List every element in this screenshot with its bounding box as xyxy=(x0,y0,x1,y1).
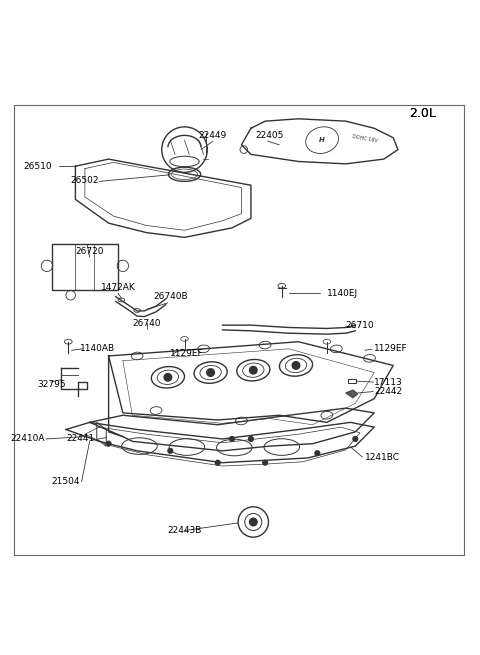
Text: H: H xyxy=(319,137,325,143)
Text: 26502: 26502 xyxy=(71,176,99,185)
Text: 22442: 22442 xyxy=(374,387,402,396)
Polygon shape xyxy=(346,390,358,398)
Text: 1140AB: 1140AB xyxy=(80,345,115,353)
Text: 1140EJ: 1140EJ xyxy=(327,289,358,298)
Text: 17113: 17113 xyxy=(374,377,403,386)
Circle shape xyxy=(292,362,300,369)
Circle shape xyxy=(164,373,172,381)
Text: 32795: 32795 xyxy=(37,380,66,389)
Text: 26740B: 26740B xyxy=(153,292,188,301)
Text: 26740: 26740 xyxy=(132,318,161,328)
Circle shape xyxy=(106,441,111,446)
Circle shape xyxy=(249,437,253,441)
Bar xyxy=(52,244,118,290)
Bar xyxy=(348,379,356,383)
Text: 26510: 26510 xyxy=(23,162,52,171)
Text: 22410A: 22410A xyxy=(10,434,45,443)
Circle shape xyxy=(168,449,173,453)
Circle shape xyxy=(250,518,257,526)
Circle shape xyxy=(250,366,257,374)
Circle shape xyxy=(353,437,358,441)
Text: 2.0L: 2.0L xyxy=(409,107,436,120)
Text: 22449: 22449 xyxy=(199,131,227,140)
Text: 21504: 21504 xyxy=(52,477,80,486)
Text: DOHC 16V: DOHC 16V xyxy=(352,134,378,144)
Circle shape xyxy=(229,437,234,441)
Text: 1129EF: 1129EF xyxy=(374,345,408,353)
Text: 22441: 22441 xyxy=(66,434,95,443)
Circle shape xyxy=(216,460,220,465)
Text: 22405: 22405 xyxy=(256,131,284,140)
Text: 1472AK: 1472AK xyxy=(101,283,135,292)
Text: 1129EF: 1129EF xyxy=(170,349,204,358)
Circle shape xyxy=(315,451,320,456)
Text: 26710: 26710 xyxy=(346,321,374,329)
Circle shape xyxy=(207,369,215,377)
Text: 26720: 26720 xyxy=(75,248,104,256)
Text: 22443B: 22443B xyxy=(168,526,202,535)
Circle shape xyxy=(263,460,267,465)
Text: 2.0L: 2.0L xyxy=(409,107,436,120)
Text: 1241BC: 1241BC xyxy=(365,453,400,462)
